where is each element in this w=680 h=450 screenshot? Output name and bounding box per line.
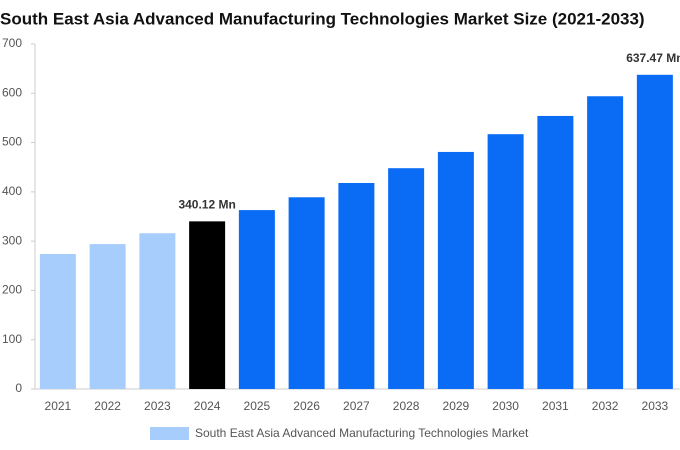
bar (487, 134, 524, 389)
x-tick-label: 2023 (144, 399, 171, 413)
chart-title: South East Asia Advanced Manufacturing T… (0, 9, 645, 28)
value-label: 340.12 Mn (178, 198, 235, 212)
x-tick-label: 2028 (393, 399, 420, 413)
x-tick-label: 2022 (94, 399, 121, 413)
bar (39, 253, 76, 389)
y-tick-label: 700 (2, 36, 22, 50)
y-tick-label: 200 (2, 283, 22, 297)
bar (437, 151, 474, 389)
x-tick-label: 2026 (293, 399, 320, 413)
x-tick-label: 2032 (592, 399, 619, 413)
y-tick-label: 400 (2, 184, 22, 198)
legend-label: South East Asia Advanced Manufacturing T… (195, 426, 529, 440)
value-label: 637.47 Mn (626, 51, 680, 65)
bar (388, 168, 425, 389)
y-tick-label: 300 (2, 233, 22, 247)
x-tick-label: 2024 (194, 399, 221, 413)
y-tick-label: 500 (2, 135, 22, 149)
x-tick-label: 2021 (45, 399, 72, 413)
bar (636, 74, 673, 389)
bar (139, 233, 176, 389)
bar (238, 210, 275, 389)
bar (587, 96, 624, 389)
bar (189, 221, 226, 389)
x-tick-label: 2033 (642, 399, 669, 413)
x-tick-label: 2025 (244, 399, 271, 413)
x-tick-label: 2027 (343, 399, 370, 413)
legend-swatch (150, 427, 189, 440)
bar (338, 182, 375, 389)
bar (537, 115, 574, 389)
y-tick-label: 0 (15, 381, 22, 395)
bar (89, 244, 126, 389)
y-tick-label: 600 (2, 85, 22, 99)
y-tick-label: 100 (2, 332, 22, 346)
bar (288, 197, 325, 389)
x-tick-label: 2031 (542, 399, 569, 413)
x-tick-label: 2030 (492, 399, 519, 413)
x-tick-label: 2029 (443, 399, 470, 413)
